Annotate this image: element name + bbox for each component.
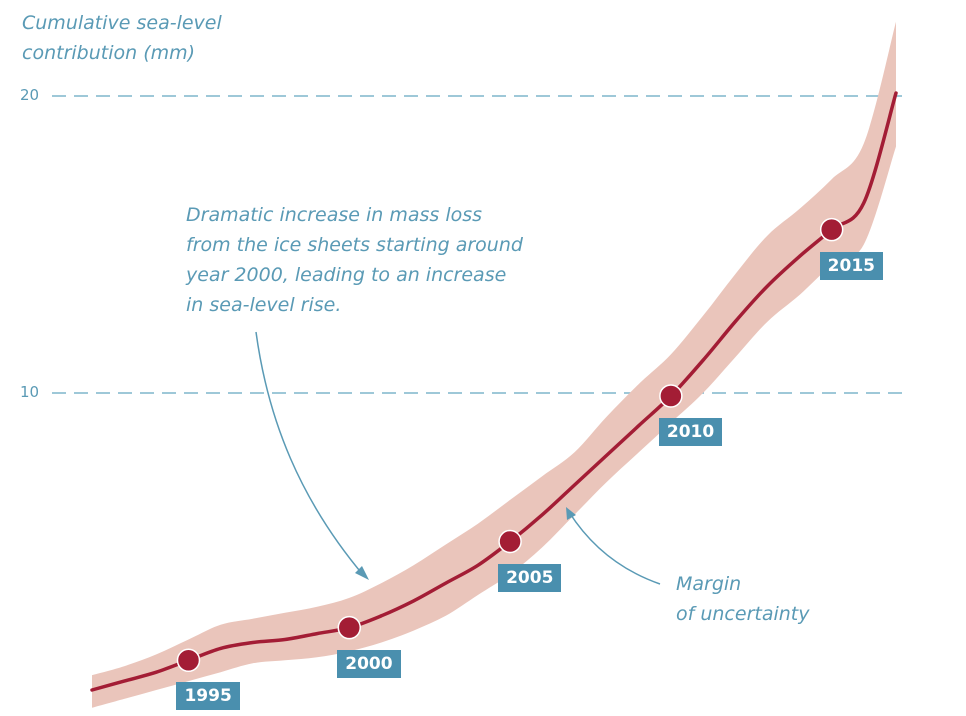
annotation-line: in sea-level rise.	[186, 294, 342, 316]
annotation-arrows	[255, 331, 661, 585]
annotation-line: year 2000, leading to an increase	[186, 264, 507, 286]
year-label-2000: 2000	[337, 649, 401, 678]
mass-loss-arrow-head	[355, 566, 369, 580]
mass-loss-arrow	[255, 331, 365, 577]
annotation-line: of uncertainty	[676, 603, 810, 625]
year-label-2015: 2015	[819, 251, 883, 280]
highlighted-points	[176, 217, 844, 673]
y-axis-title-line: Cumulative sea-level	[22, 12, 222, 34]
point-2000	[337, 615, 362, 640]
year-label-2005: 2005	[498, 563, 562, 592]
point-2005	[498, 529, 522, 554]
uncertainty-band	[92, 21, 896, 708]
sea-level-line	[90, 91, 898, 692]
year-label-2010: 2010	[658, 417, 723, 446]
point-2015	[819, 217, 844, 242]
annotation-line: Dramatic increase in mass loss	[186, 204, 483, 226]
uncertainty-arrow	[568, 511, 661, 585]
y-axis-title-line: contribution (mm)	[22, 42, 196, 64]
mass-loss-annotation: Dramatic increase in mass loss from the …	[186, 200, 546, 320]
gridlines	[52, 95, 910, 394]
y-tick-label: 10	[20, 383, 40, 401]
y-axis-title: Cumulative sea-level contribution (mm)	[22, 8, 222, 68]
point-2010	[659, 384, 683, 408]
y-tick-label: 20	[20, 86, 40, 104]
year-label-1995: 1995	[176, 682, 240, 711]
uncertainty-arrow-head	[566, 507, 576, 520]
point-1995	[176, 648, 201, 673]
annotation-line: from the ice sheets starting around	[186, 234, 523, 256]
uncertainty-annotation: Margin of uncertainty	[676, 569, 876, 629]
annotation-line: Margin	[676, 573, 742, 595]
